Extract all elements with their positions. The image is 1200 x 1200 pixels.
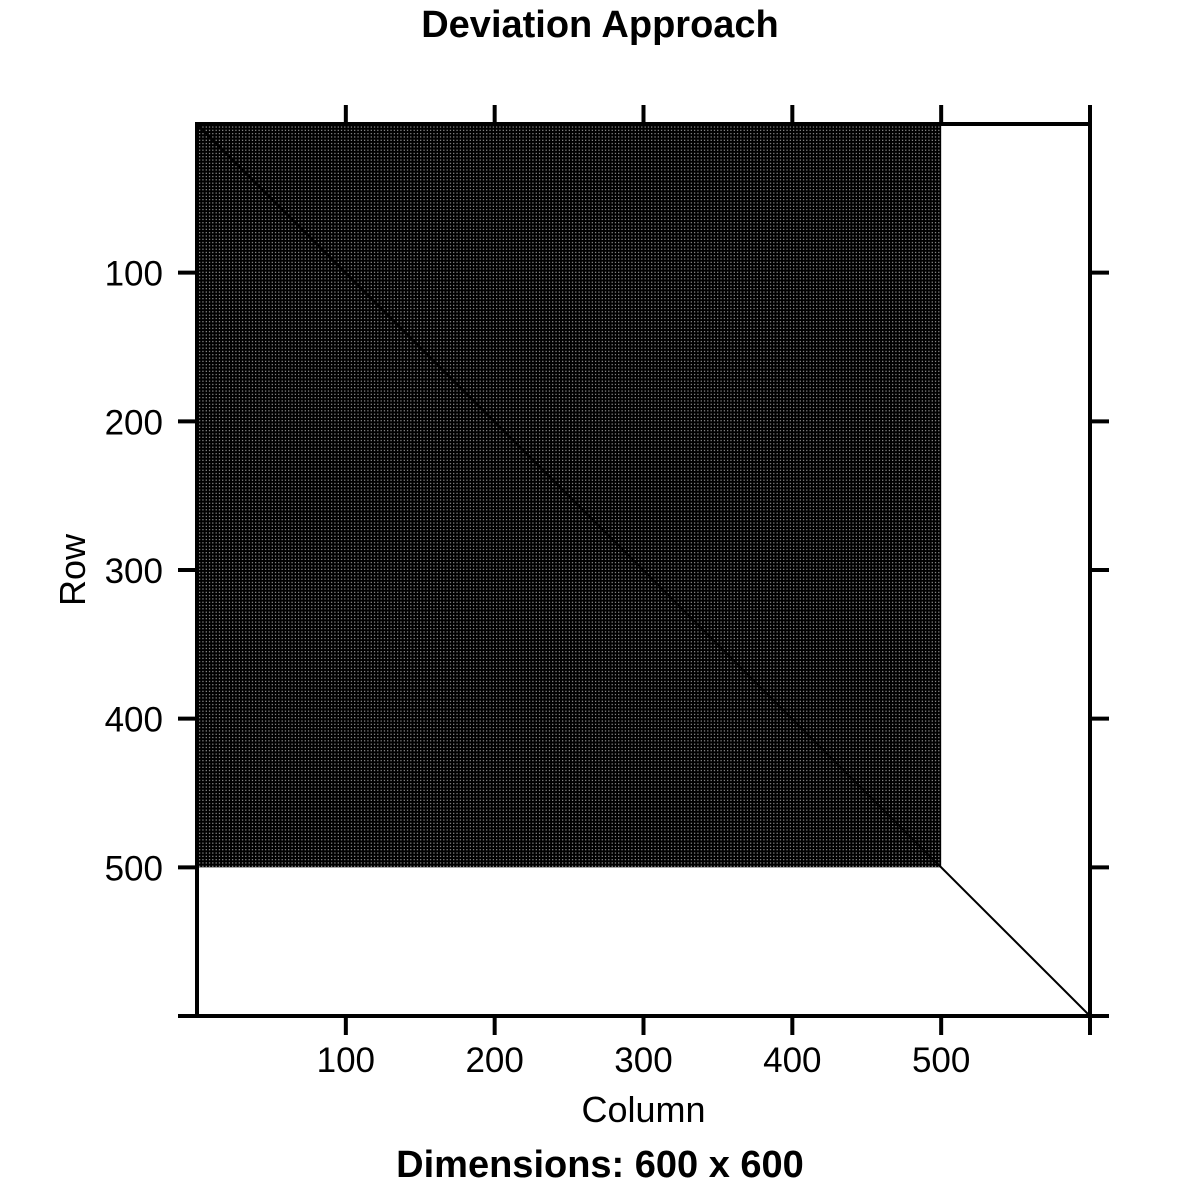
x-axis-tick-label: 200 (465, 1041, 523, 1080)
main-diagonal-line (196, 123, 1091, 1017)
y-axis-tick-label: 200 (105, 403, 163, 442)
y-axis-tick-label: 500 (105, 849, 163, 888)
dimensions-caption: Dimensions: 600 x 600 (396, 1144, 804, 1186)
plot-border (195, 122, 1092, 1018)
x-axis-tick-label: 500 (912, 1041, 970, 1080)
y-axis-tick-label: 300 (105, 552, 163, 591)
x-axis-tick-label: 100 (317, 1041, 375, 1080)
x-axis-title: Column (581, 1089, 706, 1130)
x-axis-tick-label: 300 (614, 1041, 672, 1080)
y-axis-tick-label: 400 (105, 701, 163, 740)
y-axis-tick-label: 100 (105, 255, 163, 294)
chart-title: Deviation Approach (421, 4, 779, 46)
y-axis-title: Row (52, 533, 93, 607)
x-axis-tick-label: 400 (763, 1041, 821, 1080)
